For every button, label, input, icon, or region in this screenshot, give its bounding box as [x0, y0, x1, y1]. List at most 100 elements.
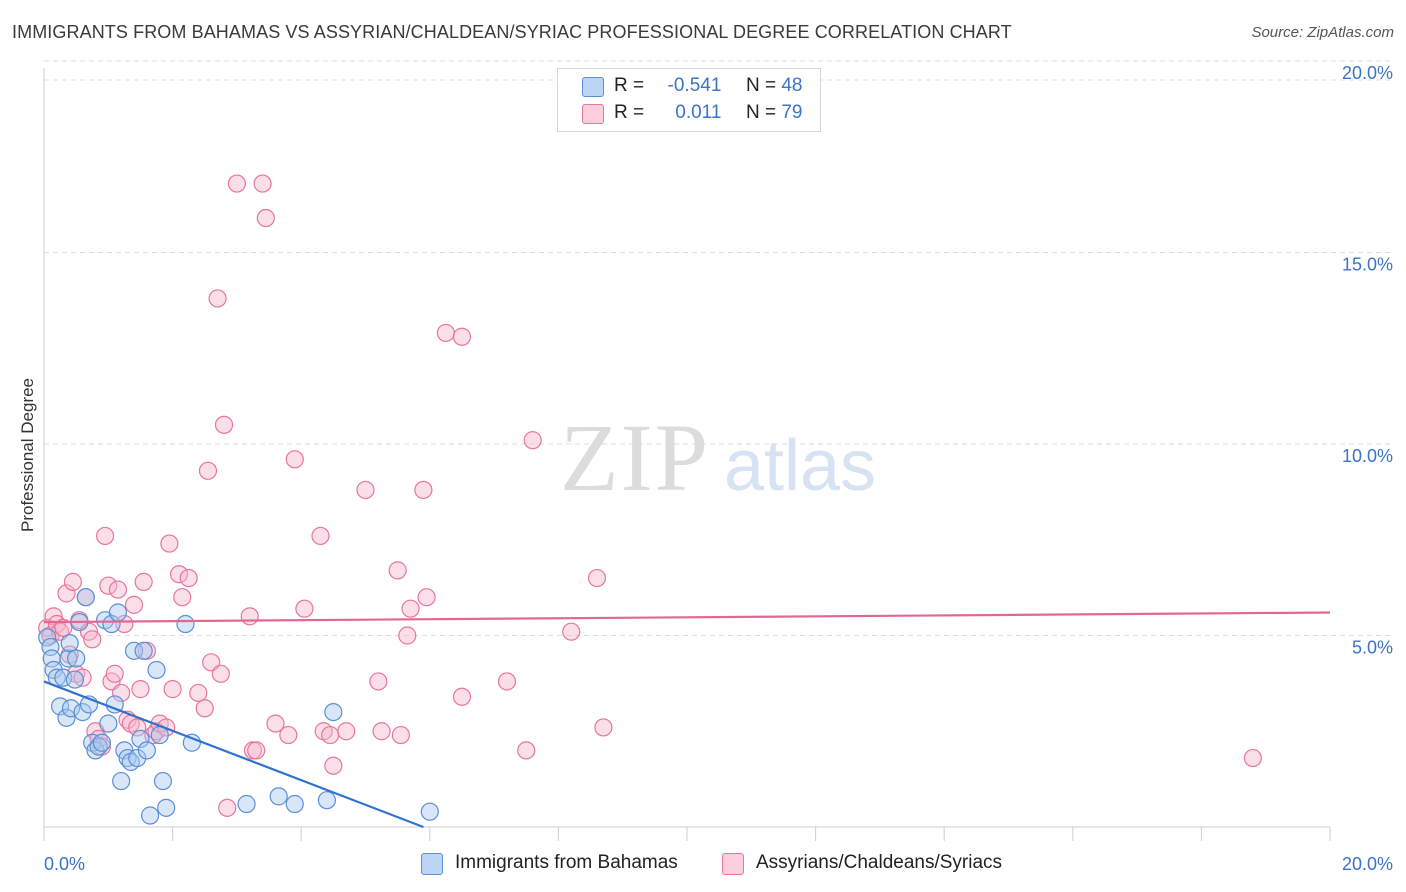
point-bahamas [269, 787, 288, 806]
point-assyrians [195, 699, 214, 718]
point-bahamas [176, 614, 195, 634]
point-assyrians [189, 683, 208, 703]
point-bahamas [67, 649, 86, 668]
bottom-legend-label-assyrians: Assyrians/Chaldeans/Syriacs [756, 852, 1003, 873]
point-assyrians [240, 607, 259, 626]
axes [43, 68, 1331, 841]
point-assyrians [99, 576, 118, 595]
y-tick-label: 20.0% [1342, 63, 1393, 83]
point-bahamas [124, 641, 144, 660]
source-credit: Source: ZipAtlas.com [1251, 24, 1394, 41]
bottom-legend-swatch-assyrians [722, 853, 744, 875]
grid-lines [44, 60, 1390, 636]
point-bahamas [99, 714, 118, 733]
point-assyrians [417, 588, 436, 607]
point-assyrians [214, 415, 234, 434]
point-assyrians [372, 722, 391, 741]
point-assyrians [115, 614, 134, 634]
point-bahamas [76, 588, 95, 607]
point-assyrians [517, 741, 536, 760]
point-assyrians [356, 480, 375, 500]
y-tick-label: 5.0% [1352, 638, 1393, 658]
bottom-legend-label-bahamas: Immigrants from Bahamas [455, 852, 678, 873]
point-bahamas [157, 798, 176, 817]
point-assyrians [134, 572, 153, 591]
point-assyrians [105, 664, 124, 683]
point-assyrians [523, 431, 542, 450]
point-assyrians [218, 798, 237, 817]
trend-line-assyrians [43, 611, 1331, 624]
point-assyrians [54, 618, 73, 637]
point-assyrians [266, 714, 285, 733]
point-bahamas [131, 729, 150, 749]
point-assyrians [83, 630, 102, 649]
point-bahamas [153, 771, 173, 791]
point-bahamas [41, 637, 60, 657]
point-assyrians [311, 526, 330, 546]
point-assyrians [253, 174, 272, 193]
legend-r-label: R = [614, 102, 645, 123]
legend-r-label: R = [614, 75, 645, 96]
watermark-zip: ZIP [560, 404, 710, 511]
point-assyrians [587, 568, 607, 588]
tick-labels: 5.0% 10.0% 15.0% 20.0% 0.0% 20.0% [44, 63, 1393, 874]
point-bahamas [60, 634, 79, 653]
legend-r-value-assyrians: 0.011 [675, 102, 722, 123]
point-bahamas [128, 748, 147, 768]
point-assyrians [324, 756, 343, 775]
point-assyrians [198, 461, 218, 480]
point-assyrians [398, 626, 417, 645]
watermark-atlas: atlas [724, 426, 876, 506]
point-bahamas [285, 794, 304, 814]
point-bahamas [420, 802, 439, 821]
point-bahamas [65, 670, 84, 689]
y-tick-label: 10.0% [1342, 446, 1393, 466]
series-bahamas-points [38, 588, 439, 825]
point-bahamas [92, 733, 111, 752]
legend-n-label: N = [745, 75, 777, 96]
point-assyrians [57, 584, 76, 603]
point-bahamas [112, 771, 131, 791]
x-tick-label: 20.0% [1342, 854, 1393, 874]
point-bahamas [140, 806, 160, 825]
point-assyrians [497, 672, 517, 691]
point-assyrians [247, 741, 266, 760]
point-assyrians [95, 526, 115, 546]
watermark: ZIP atlas [560, 404, 876, 511]
point-bahamas [57, 708, 76, 727]
point-bahamas [134, 641, 153, 660]
trend-lines [43, 611, 1331, 829]
point-bahamas [54, 668, 73, 687]
y-tick-label: 15.0% [1342, 255, 1393, 275]
point-assyrians [279, 725, 298, 745]
legend-n-value-bahamas: 48 [781, 75, 803, 96]
point-assyrians [295, 599, 314, 618]
point-assyrians [131, 680, 150, 699]
legend-r-value-bahamas: -0.541 [667, 75, 722, 96]
point-assyrians [414, 480, 433, 500]
point-assyrians [169, 565, 189, 584]
point-bahamas [147, 660, 166, 680]
point-bahamas [137, 741, 156, 760]
point-assyrians [208, 289, 227, 308]
trend-line-bahamas [43, 680, 424, 829]
point-assyrians [124, 595, 144, 614]
point-assyrians [369, 672, 388, 691]
legend-box: R = -0.541 N = 48 R = 0.011 N = 79 [557, 68, 821, 132]
point-assyrians [594, 718, 613, 737]
legend-swatch-assyrians [582, 104, 604, 124]
point-assyrians [112, 683, 131, 703]
point-assyrians [173, 588, 192, 607]
point-assyrians [63, 572, 83, 591]
point-bahamas [59, 649, 78, 668]
point-assyrians [562, 622, 581, 641]
point-bahamas [237, 794, 256, 814]
point-assyrians [337, 722, 356, 741]
point-assyrians [211, 664, 230, 683]
point-assyrians [321, 725, 340, 745]
point-assyrians [388, 561, 407, 580]
point-assyrians [108, 580, 128, 599]
point-assyrians [391, 725, 410, 745]
point-bahamas [182, 733, 201, 752]
